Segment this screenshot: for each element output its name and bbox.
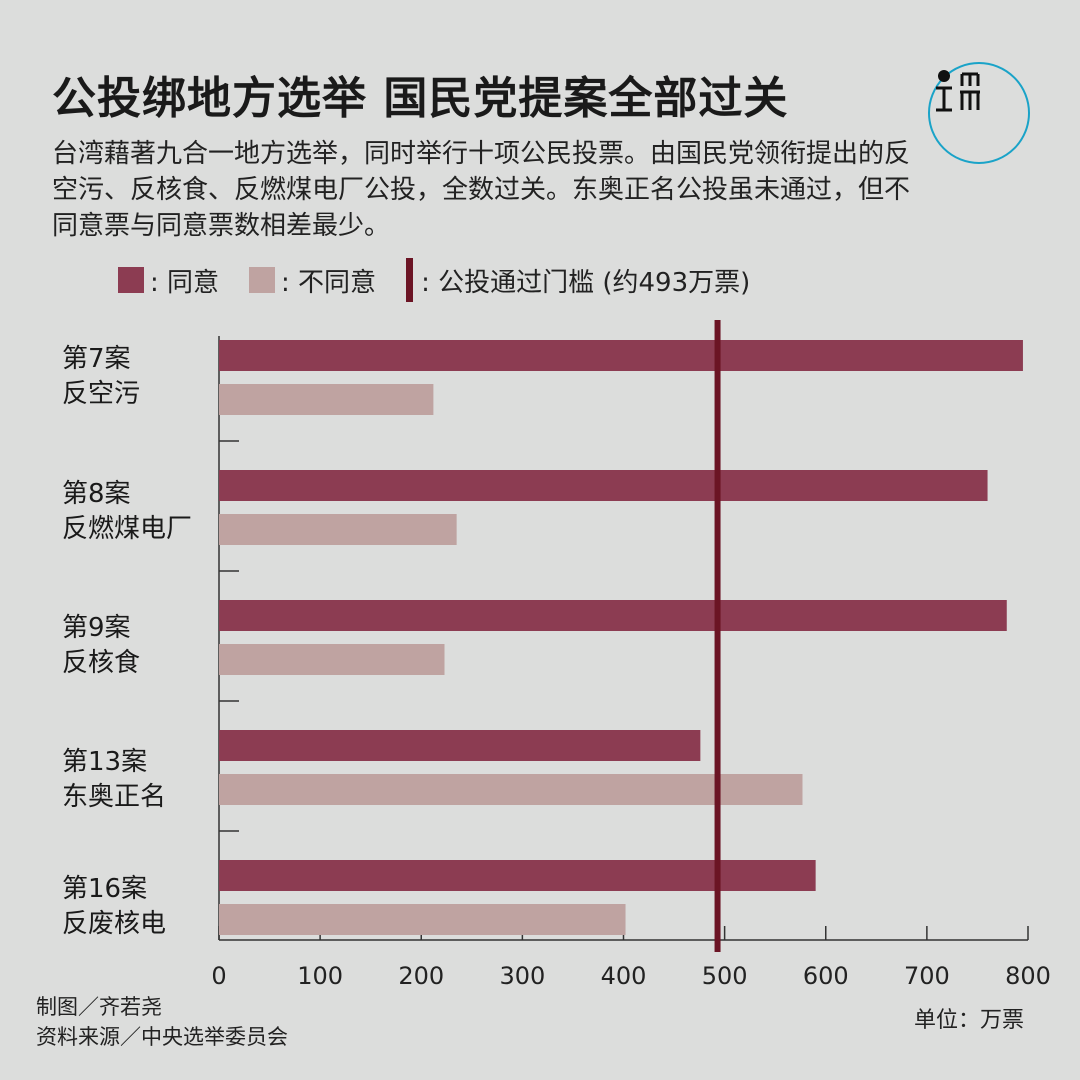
x-tick-label: 100 xyxy=(297,962,344,990)
legend-item-threshold: : 公投通过门槛 (约493万票) xyxy=(406,258,750,302)
credits: 制图／齐若尧 资料来源／中央选举委员会 xyxy=(36,992,288,1052)
category-name: 反空污 xyxy=(62,379,141,409)
bar-disagree-1 xyxy=(219,514,457,545)
category-name: 反核食 xyxy=(62,648,141,678)
bar-agree-2 xyxy=(219,600,1007,631)
x-tick-label: 400 xyxy=(600,962,647,990)
unit-label: 单位：万票 xyxy=(913,1008,1024,1033)
chart-legend: : 同意 : 不同意 : 公投通过门槛 (约493万票) xyxy=(118,258,780,302)
legend-swatch-threshold xyxy=(406,258,414,302)
x-tick-label: 200 xyxy=(398,962,445,990)
legend-swatch-disagree xyxy=(249,267,276,293)
bar-agree-3 xyxy=(219,730,701,761)
bar-agree-0 xyxy=(219,340,1023,371)
page-subtitle: 台湾藉著九合一地方选举，同时举行十项公民投票。由国民党领衔提出的反空污、反核食、… xyxy=(52,139,911,241)
legend-swatch-agree xyxy=(118,267,144,293)
category-label-16: 第16案 反废核电 xyxy=(62,872,166,942)
category-number: 第7案 xyxy=(62,344,131,374)
x-tick-label: 800 xyxy=(1005,962,1051,990)
bar-disagree-3 xyxy=(219,774,803,805)
category-name: 反燃煤电厂 xyxy=(62,514,193,544)
bar-agree-1 xyxy=(219,470,988,501)
category-number: 第13案 xyxy=(62,747,148,777)
category-name: 反废核电 xyxy=(62,909,167,939)
credit-source: 资料来源／中央选举委员会 xyxy=(36,1025,288,1049)
legend-item-disagree: : 不同意 xyxy=(249,262,376,299)
category-label-7: 第7案 反空污 xyxy=(62,342,140,412)
x-tick-label: 0 xyxy=(211,962,227,990)
bar-disagree-0 xyxy=(219,384,434,415)
page-title: 公投绑地方选举 国民党提案全部过关 xyxy=(52,73,789,124)
legend-item-agree: : 同意 xyxy=(118,262,219,299)
category-number: 第9案 xyxy=(62,613,131,643)
category-label-8: 第8案 反燃煤电厂 xyxy=(62,477,192,547)
x-tick-label: 300 xyxy=(499,962,546,990)
category-label-9: 第9案 反核食 xyxy=(62,611,140,681)
initium-logo-icon xyxy=(928,62,1030,164)
category-label-13: 第13案 东奥正名 xyxy=(62,745,166,815)
legend-label-disagree: : 不同意 xyxy=(281,267,377,298)
bar-disagree-2 xyxy=(219,644,445,675)
x-tick-label: 600 xyxy=(802,962,849,990)
bar-agree-4 xyxy=(219,860,816,891)
legend-label-threshold: : 公投通过门槛 (约493万票) xyxy=(421,267,751,298)
x-tick-label: 700 xyxy=(903,962,950,990)
x-tick-label: 500 xyxy=(701,962,748,990)
category-number: 第8案 xyxy=(62,479,131,509)
credit-author: 制图／齐若尧 xyxy=(36,995,162,1019)
category-number: 第16案 xyxy=(62,874,148,904)
category-name: 东奥正名 xyxy=(62,782,167,812)
legend-label-agree: : 同意 xyxy=(150,267,220,298)
bar-disagree-4 xyxy=(219,904,626,935)
